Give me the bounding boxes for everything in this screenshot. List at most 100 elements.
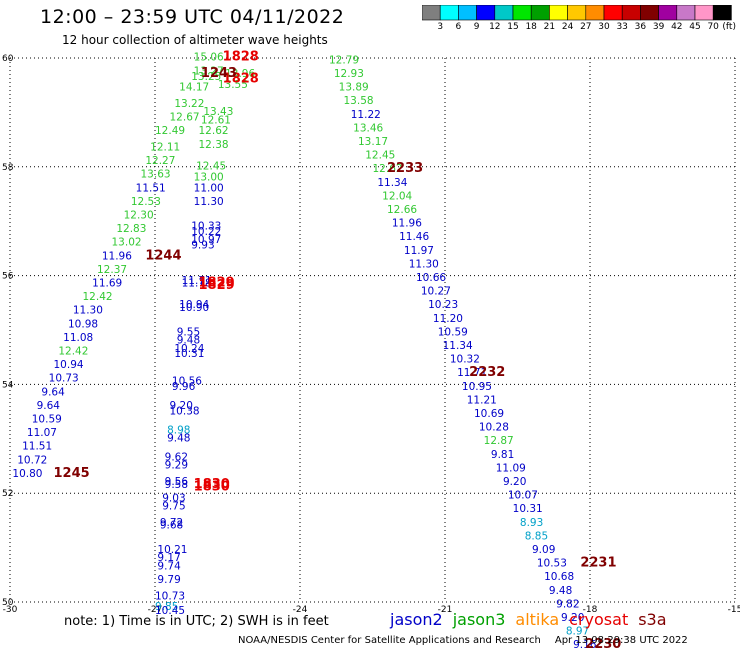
color-scale-tick: 6 (455, 22, 462, 32)
wave-height-label: 9.48 (177, 335, 200, 347)
wave-height-label: 10.31 (513, 503, 543, 515)
chart-subtitle: 12 hour collection of altimeter wave hei… (62, 33, 328, 47)
color-scale-tick: 33 (616, 22, 628, 32)
wave-height-label: 8.97 (566, 626, 589, 638)
wave-height-label: 12.83 (116, 223, 146, 235)
pass-time-label: 1244 (145, 248, 181, 263)
wave-height-label: 11.22 (351, 109, 381, 121)
wave-height-label: 12.62 (199, 125, 229, 137)
wave-height-label: 15.06 (194, 52, 224, 64)
wave-height-label: 11.51 (136, 182, 166, 194)
legend-altika: altika (515, 610, 560, 629)
wave-height-label: 9.29 (165, 460, 188, 472)
wave-height-label: 10.24 (174, 343, 204, 355)
wave-height-label: 10.94 (179, 299, 209, 311)
color-scale-tick: 42 (671, 22, 683, 32)
wave-height-label: 12.61 (201, 114, 231, 126)
pass-time-label: 1829 (199, 278, 235, 293)
wave-height-label: 12.45 (196, 161, 226, 173)
color-scale-tick: 15 (507, 22, 519, 32)
wave-height-label: 11.34 (377, 177, 407, 189)
wave-height-label: 10.45 (155, 605, 185, 617)
wave-height-label: 13.96 (225, 68, 255, 80)
wave-height-label: 13.02 (112, 237, 142, 249)
wave-height-label: 10.95 (462, 381, 492, 393)
wave-height-label: 11.97 (404, 245, 434, 257)
pass-time-label: 2230 (585, 637, 621, 650)
wave-height-label: 9.16 (573, 639, 597, 650)
wave-height-label: 12.62 (373, 163, 403, 175)
wave-height-label: 11.96 (102, 250, 132, 262)
wave-height-label: 11.71 (182, 275, 212, 287)
wave-height-label: 10.90 (179, 302, 209, 314)
wave-height-label: 9.72 (160, 517, 183, 529)
y-tick-label: 52 (2, 489, 13, 499)
wave-height-label: 14.17 (179, 82, 209, 94)
wave-height-label: 10.56 (172, 375, 202, 387)
wave-height-label: 11.51 (22, 441, 52, 453)
wave-height-label: 11.09 (496, 462, 526, 474)
x-tick-label: -30 (3, 605, 18, 615)
legend-jason2: jason2 (390, 610, 443, 629)
footnote: note: 1) Time is in UTC; 2) SWH is in fe… (64, 614, 329, 629)
wave-height-label: 12.11 (150, 141, 180, 153)
wave-height-label: 10.28 (479, 422, 509, 434)
pass-time-label: 2231 (580, 556, 616, 571)
wave-height-label: 12.53 (131, 196, 161, 208)
pass-time-label: 1829 (199, 275, 235, 290)
wave-height-label: 8.98 (167, 424, 190, 436)
wave-height-label: 11.34 (443, 340, 473, 352)
wave-height-label: 11.30 (409, 258, 439, 270)
pass-time-label: 1245 (54, 466, 90, 481)
wave-height-label: 10.59 (438, 326, 468, 338)
wave-height-label: 9.93 (191, 239, 214, 251)
wave-height-label: 12.38 (199, 139, 229, 151)
wave-height-label: 12.37 (97, 264, 127, 276)
wave-height-label: 13.17 (358, 136, 388, 148)
x-tick-label: -15 (728, 605, 740, 615)
color-scale-bar (422, 5, 732, 21)
wave-height-label: 10.73 (49, 373, 79, 385)
wave-height-label: 13.55 (218, 79, 248, 91)
y-tick-label: 50 (2, 598, 14, 608)
wave-height-label: 13.58 (344, 95, 374, 107)
wave-height-label: 12.42 (58, 345, 88, 357)
color-scale-tick: 24 (561, 22, 574, 32)
wave-height-label: 9.74 (157, 560, 181, 572)
wave-height-label: 9.03 (162, 492, 185, 504)
wave-height-label: 9.96 (172, 381, 196, 393)
generated-timestamp: Apr 13 08:29:38 UTC 2022 (554, 635, 688, 646)
wave-height-label: 11.30 (73, 305, 103, 317)
wave-height-label: 13.00 (194, 171, 224, 183)
wave-height-label: 10.80 (12, 468, 42, 480)
wave-height-label: 9.48 (167, 433, 190, 445)
color-scale-tick: 12 (489, 22, 501, 32)
color-scale-tick: 3 (437, 22, 444, 32)
wave-height-label: 10.59 (32, 413, 62, 425)
wave-height-label: 12.45 (365, 150, 395, 162)
wave-height-label: 10.32 (450, 354, 480, 366)
x-tick-label: -21 (438, 605, 453, 615)
wave-height-label: 10.23 (428, 299, 458, 311)
wave-height-label: 11.07 (27, 427, 57, 439)
wave-height-label: 11.20 (433, 313, 463, 325)
legend-cryosat: cryosat (569, 610, 629, 629)
wave-height-label: 13.25 (191, 71, 221, 83)
wave-height-label: 9.20 (561, 612, 584, 624)
wave-height-label: 9.64 (41, 386, 65, 398)
wave-height-label: 10.98 (68, 318, 98, 330)
wave-height-label: 10.73 (155, 590, 185, 602)
wave-height-label: 13.46 (353, 122, 383, 134)
pass-time-label: 1830 (194, 479, 230, 494)
y-tick-label: 60 (2, 54, 14, 64)
wave-height-label: 9.55 (177, 326, 200, 338)
wave-height-label: 12.42 (83, 291, 113, 303)
wave-height-label: 10.72 (17, 454, 47, 466)
wave-height-label: 9.64 (37, 400, 61, 412)
wave-height-label: 10.38 (170, 405, 200, 417)
legend-jason3: jason3 (452, 610, 506, 629)
chart-title: 12:00 – 23:59 UTC 04/11/2022 (40, 6, 345, 28)
pass-time-label: 2233 (387, 161, 423, 176)
color-scale-tick: 18 (525, 22, 537, 32)
